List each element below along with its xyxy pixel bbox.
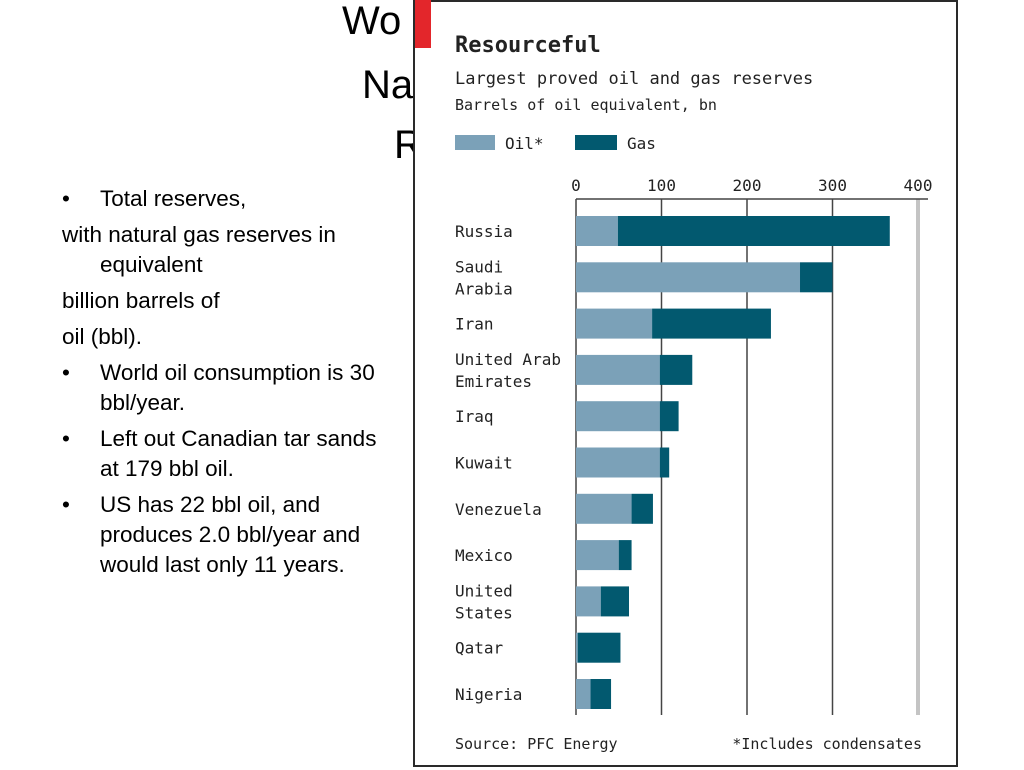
bullet-item: • US has 22 bbl oil, and produces 2.0 bbl… <box>62 490 392 580</box>
bar-oil <box>576 354 660 385</box>
bullet-item: • Total reserves, <box>62 184 392 214</box>
bullet-text: US has 22 bbl oil, and produces 2.0 bbl/… <box>100 492 361 577</box>
bar-oil <box>576 586 601 617</box>
x-tick-label: 100 <box>647 176 676 195</box>
bar-gas <box>631 493 653 524</box>
bullet-item: • World oil consumption is 30 bbl/year. <box>62 358 392 418</box>
x-axis-ticks: 0 100 200 300 400 <box>571 176 932 195</box>
x-tick-label: 200 <box>733 176 762 195</box>
bar-gas <box>659 401 679 432</box>
bullet-text: Total reserves, <box>100 186 247 211</box>
category-label: Qatar <box>455 639 504 658</box>
bar-gas <box>618 540 632 571</box>
category-label: Russia <box>455 222 513 241</box>
chart-bars <box>576 216 890 709</box>
bullet-glyph: • <box>62 186 70 211</box>
chart-svg: Resourceful Largest proved oil and gas r… <box>455 33 932 753</box>
paragraph-text: billion barrels of <box>62 288 220 313</box>
bar-gas <box>659 354 693 385</box>
bar-oil <box>576 216 618 246</box>
category-label: Emirates <box>455 372 532 391</box>
bar-gas <box>659 447 670 478</box>
category-label: Arabia <box>455 279 513 298</box>
chart-footnote: *Includes condensates <box>732 735 922 753</box>
slide-title-line-2: Na <box>362 63 414 107</box>
bar-oil <box>576 679 591 709</box>
bar-oil <box>576 308 653 339</box>
category-label: Saudi <box>455 257 503 276</box>
chart-source: Source: PFC Energy <box>455 735 618 753</box>
legend-label-1: Oil* <box>505 134 544 153</box>
legend-swatch-1 <box>455 135 495 150</box>
chart-unit-label: Barrels of oil equivalent, bn <box>455 96 717 114</box>
category-label: Iran <box>455 315 494 334</box>
category-label: States <box>455 603 513 622</box>
category-label: Venezuela <box>455 500 542 519</box>
category-label: Mexico <box>455 546 513 565</box>
category-label: Kuwait <box>455 454 513 473</box>
bar-oil <box>576 262 801 293</box>
bar-oil <box>576 540 619 571</box>
legend-swatch-2 <box>575 135 617 150</box>
category-labels: Russia Saudi Arabia Iran United Arab Emirates… <box>455 222 561 704</box>
bar-gas <box>652 308 771 339</box>
category-label: Nigeria <box>455 685 522 704</box>
chart-legend: Oil* Gas <box>455 134 656 153</box>
accent-tab <box>415 0 431 48</box>
bar-gas <box>590 679 612 709</box>
x-tick-label: 0 <box>571 176 581 195</box>
bar-gas <box>617 216 890 246</box>
bar-gas <box>600 586 630 617</box>
bullet-text: World oil consumption is 30 bbl/year. <box>100 360 375 415</box>
bullet-glyph: • <box>62 492 70 517</box>
x-tick-label: 400 <box>904 176 933 195</box>
category-label: United <box>455 581 513 600</box>
slide-title-line-1: Wo <box>342 0 402 43</box>
bar-oil <box>576 493 632 524</box>
paragraph-text: with natural gas reserves in equivalent <box>62 222 336 277</box>
bar-oil <box>576 401 660 432</box>
chart-figure: Resourceful Largest proved oil and gas r… <box>413 0 958 767</box>
category-label: Iraq <box>455 407 494 426</box>
bullet-list: • Total reserves, with natural gas reserv… <box>62 184 392 586</box>
bullet-text: Left out Canadian tar sands at 179 bbl o… <box>100 426 377 481</box>
bar-oil <box>576 447 660 478</box>
chart-subtitle: Largest proved oil and gas reserves <box>455 69 813 89</box>
bullet-glyph: • <box>62 360 70 385</box>
paragraph-text: oil (bbl). <box>62 324 143 349</box>
bar-gas <box>577 632 621 663</box>
legend-label-2: Gas <box>627 134 656 153</box>
bullet-glyph: • <box>62 426 70 451</box>
category-label: United Arab <box>455 350 561 369</box>
chart-title: Resourceful <box>455 33 601 58</box>
x-tick-label: 300 <box>818 176 847 195</box>
bullet-item: • Left out Canadian tar sands at 179 bbl … <box>62 424 392 484</box>
bar-oil <box>576 632 578 663</box>
bar-gas <box>800 262 833 293</box>
